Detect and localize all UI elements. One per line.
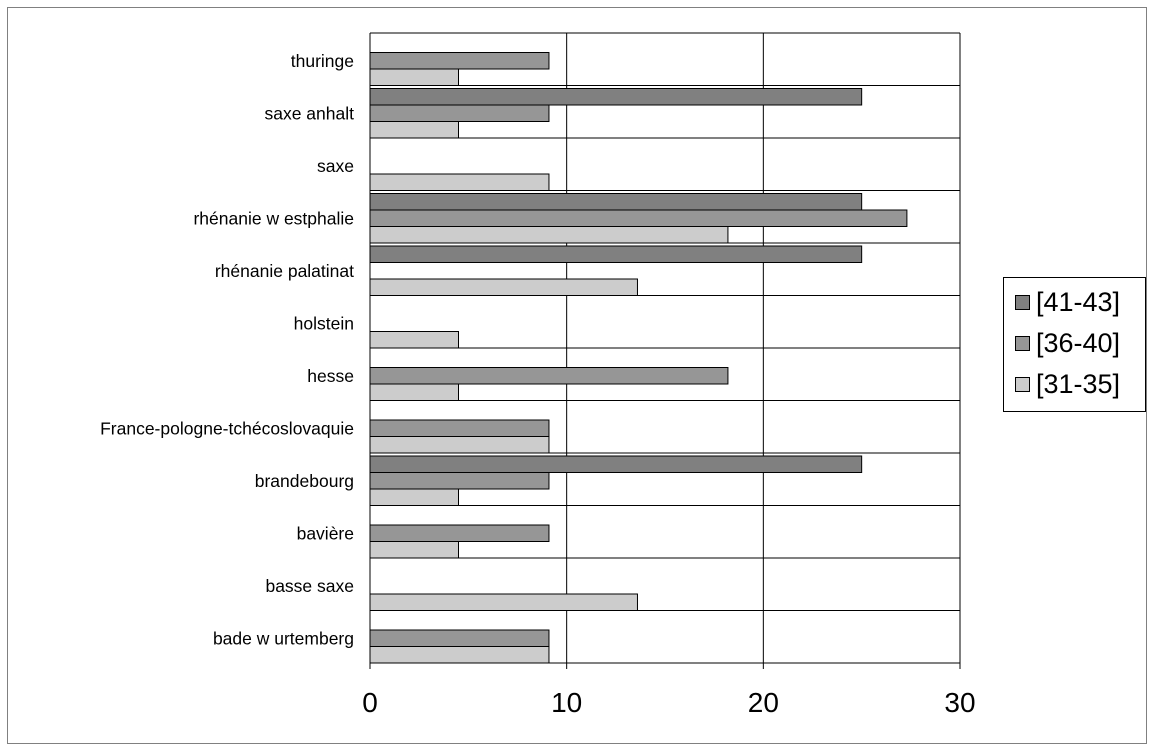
legend-label: [36-40] — [1036, 328, 1121, 358]
x-tick-label: 0 — [362, 687, 378, 718]
bar — [369, 593, 638, 611]
bar — [369, 173, 550, 191]
legend-item-36-40: [36-40] — [1004, 323, 1145, 364]
y-tick-label: saxe — [317, 156, 354, 176]
bar — [369, 455, 863, 473]
bar — [369, 121, 459, 139]
axes — [369, 33, 961, 669]
y-tick-label: brandebourg — [255, 471, 354, 491]
bar — [369, 541, 459, 559]
y-tick-label: hesse — [307, 366, 354, 386]
bar — [369, 88, 863, 106]
x-tick-label: 30 — [944, 687, 975, 718]
bar — [369, 278, 638, 296]
bar — [369, 209, 908, 227]
bar — [369, 245, 863, 263]
y-tick-label: thuringe — [291, 51, 354, 71]
y-tick-label: saxe anhalt — [264, 104, 354, 124]
y-tick-label: rhénanie w estphalie — [193, 209, 354, 229]
bar — [369, 436, 550, 454]
legend-item-41-43: [41-43] — [1004, 282, 1145, 323]
y-tick-label: basse saxe — [265, 576, 354, 596]
bar — [369, 488, 459, 506]
legend-swatch — [1015, 336, 1030, 351]
y-tick-labels: thuringe saxe anhalt saxe rhénanie w estpha… — [100, 51, 354, 649]
bar — [369, 68, 459, 86]
y-tick-label: France-pologne-tchécoslovaquie — [100, 419, 354, 439]
bars — [369, 52, 908, 664]
bar — [369, 367, 729, 385]
bar — [369, 331, 459, 349]
legend-label: [41-43] — [1036, 287, 1121, 317]
y-tick-label: holstein — [294, 314, 354, 334]
legend-swatch — [1015, 377, 1030, 392]
bar — [369, 629, 550, 647]
y-tick-label: bade w urtemberg — [213, 629, 354, 649]
bar — [369, 472, 550, 490]
x-tick-labels: 0 10 20 30 — [362, 687, 975, 718]
legend-swatch — [1015, 295, 1030, 310]
y-tick-label: rhénanie palatinat — [215, 261, 354, 281]
x-tick-label: 20 — [748, 687, 779, 718]
bar — [369, 524, 550, 542]
bar — [369, 104, 550, 122]
bar — [369, 226, 729, 244]
bar — [369, 52, 550, 70]
bar — [369, 646, 550, 664]
legend-label: [31-35] — [1036, 369, 1121, 399]
bar — [369, 419, 550, 437]
legend: [41-43] [36-40] [31-35] — [1003, 277, 1146, 412]
legend-item-31-35: [31-35] — [1004, 364, 1145, 405]
y-tick-label: bavière — [297, 524, 354, 544]
bar — [369, 193, 863, 211]
bar — [369, 383, 459, 401]
x-tick-label: 10 — [551, 687, 582, 718]
